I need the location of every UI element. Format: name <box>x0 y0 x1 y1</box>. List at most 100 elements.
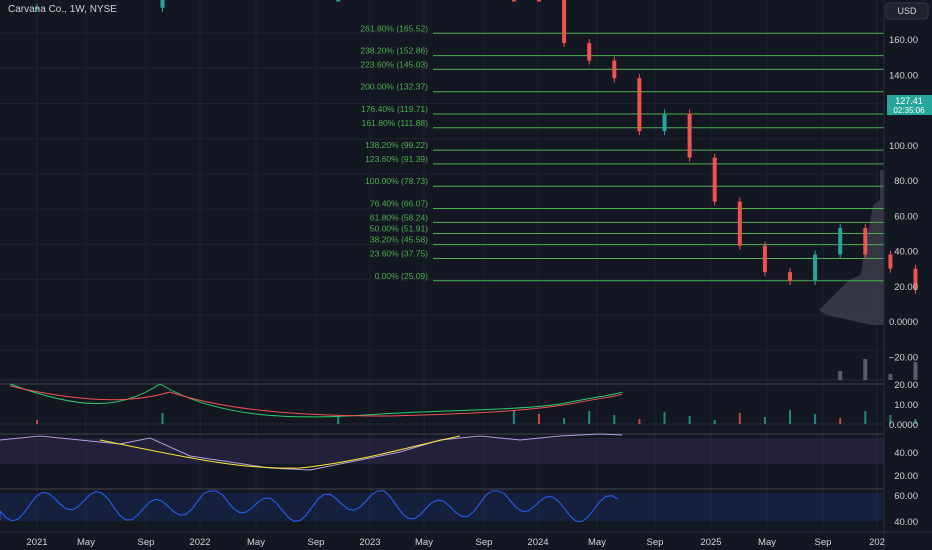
rsi-ma-line <box>99 435 461 469</box>
candles <box>35 0 918 294</box>
macd-histogram-bar <box>814 414 817 424</box>
candle-body <box>511 0 516 2</box>
price-badge <box>887 95 932 115</box>
macd-tick-label: 10.00 <box>894 400 918 411</box>
time-tick-label: 2022 <box>189 537 210 548</box>
stoch-pane <box>0 488 884 523</box>
time-tick-label: 202 <box>869 537 885 548</box>
price-tick-label: 40.00 <box>894 247 918 258</box>
macd-histogram-bar <box>738 413 741 424</box>
time-tick-label: Sep <box>138 537 155 548</box>
macd-histogram-bar <box>563 418 566 424</box>
fib-label: 176.40% (119.71) <box>361 104 428 114</box>
candle-body <box>35 7 39 10</box>
time-tick-label: 2024 <box>527 537 548 548</box>
candle-body <box>160 0 165 8</box>
macd-histogram-bar <box>663 412 666 424</box>
price-badge-price: 127.41 <box>895 96 923 106</box>
macd-histogram-bar <box>839 418 842 424</box>
time-tick-label: May <box>758 537 776 548</box>
price-tick-label: 80.00 <box>894 176 918 187</box>
volume-bar <box>913 362 918 380</box>
stoch-tick-label: 40.00 <box>894 517 918 528</box>
fib-label: 161.80% (111.88) <box>362 118 428 128</box>
volume-profile <box>819 170 884 325</box>
macd-histogram-bar <box>688 416 691 424</box>
candle-body <box>687 113 692 158</box>
macd-pane <box>0 383 917 425</box>
fib-label: 261.80% (165.52) <box>360 23 428 33</box>
stoch-band <box>0 493 884 521</box>
price-badge-countdown: 02:35:06 <box>893 106 925 115</box>
volume-profile-shape <box>819 170 884 325</box>
macd-histogram-bar <box>588 411 591 424</box>
time-tick-label: May <box>77 537 95 548</box>
macd-histogram-bar <box>161 413 164 424</box>
time-tick-label: Sep <box>308 537 325 548</box>
price-tick-label: 100.00 <box>889 141 918 152</box>
fib-levels: 261.80% (165.52) 238.20% (152.86) 223.60% … <box>360 23 884 282</box>
stoch-tick-label: 60.00 <box>894 491 918 502</box>
macd-histogram-bar <box>889 415 892 424</box>
candle-body <box>637 78 642 132</box>
time-tick-label: 2021 <box>26 537 47 548</box>
fib-label: 50.00% (51.91) <box>370 224 428 234</box>
rsi-tick-label: 40.00 <box>894 448 918 459</box>
macd-histogram-bar <box>914 419 917 424</box>
macd-histogram-bar <box>638 419 641 424</box>
macd-histogram-bar <box>789 410 791 424</box>
candle-body <box>662 113 667 132</box>
fib-label: 123.60% (91.39) <box>365 154 428 164</box>
macd-histogram-bar <box>36 420 38 424</box>
fib-label: 200.00% (132.37) <box>360 82 428 92</box>
volume-bars <box>0 359 918 381</box>
currency-label: USD <box>897 6 917 16</box>
time-tick-label: May <box>588 537 606 548</box>
candle-body <box>863 228 868 255</box>
candle-body <box>537 0 541 2</box>
candle-body <box>788 272 792 281</box>
price-tick-label: 20.00 <box>894 282 918 293</box>
volume-bar <box>838 371 843 380</box>
fib-label: 100.00% (78.73) <box>365 176 428 186</box>
volume-bar <box>863 359 868 380</box>
macd-histogram-bar <box>763 417 766 424</box>
time-tick-label: May <box>247 537 265 548</box>
price-tick-label: 160.00 <box>889 35 918 46</box>
candle-body <box>737 201 742 246</box>
candle-body <box>712 157 717 202</box>
rsi-pane <box>0 433 884 471</box>
time-tick-label: Sep <box>647 537 664 548</box>
fib-label: 238.20% (152.86) <box>360 46 428 56</box>
candle-body <box>813 254 818 281</box>
candle-body <box>888 254 893 269</box>
stoch-line <box>0 490 619 523</box>
price-tick-label: 0.0000 <box>889 317 918 328</box>
macd-histogram-bar <box>713 420 716 424</box>
price-tick-label: −20.00 <box>889 352 918 363</box>
signal-line <box>9 385 623 417</box>
macd-line <box>9 383 623 418</box>
macd-tick-label: 0.0000 <box>889 420 918 431</box>
fib-label: 38.20% (45.58) <box>370 235 428 245</box>
fib-label: 23.60% (37.75) <box>370 248 428 258</box>
macd-histogram-bar <box>613 415 616 424</box>
time-tick-label: Sep <box>476 537 493 548</box>
time-tick-label: May <box>415 537 433 548</box>
candle-body <box>336 0 341 2</box>
fib-label: 61.80% (58.24) <box>370 212 428 222</box>
candle-body <box>838 228 843 255</box>
currency-button[interactable] <box>885 2 929 20</box>
fib-label: 76.40% (66.07) <box>370 199 428 209</box>
macd-histogram-bar <box>337 417 340 424</box>
grid <box>0 0 884 530</box>
rsi-tick-label: 20.00 <box>894 471 918 482</box>
time-tick-label: 2025 <box>700 537 721 548</box>
rsi-band <box>0 438 884 464</box>
macd-tick-label: 20.00 <box>894 380 918 391</box>
time-tick-label: Sep <box>815 537 832 548</box>
candle-body <box>762 245 767 273</box>
